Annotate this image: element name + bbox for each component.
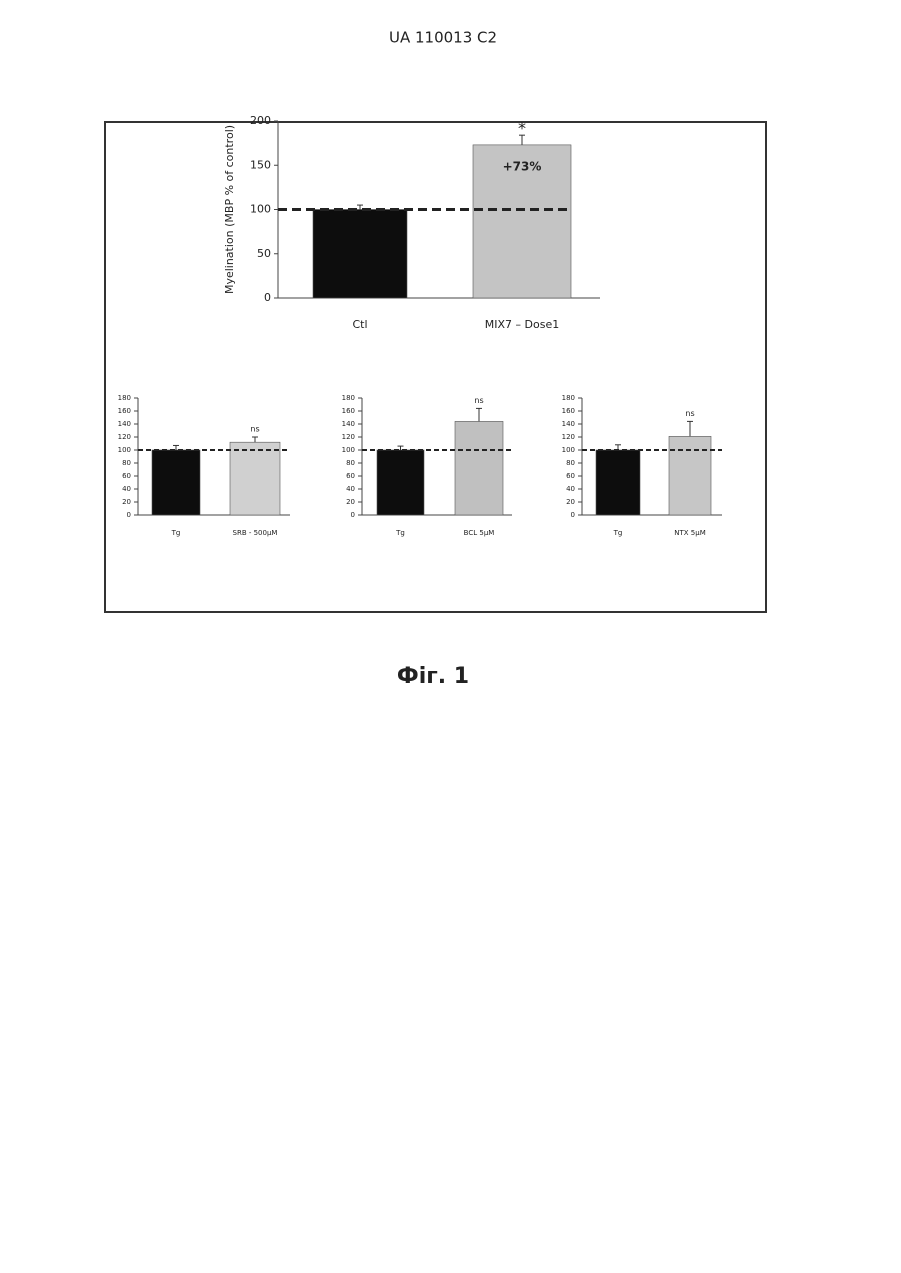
y-tick-label: 0 <box>127 511 131 519</box>
y-tick-label: 160 <box>118 407 131 415</box>
y-tick-label: 140 <box>562 420 575 428</box>
annotation: ns <box>685 409 694 418</box>
y-tick-label: 60 <box>566 472 575 480</box>
x-tick-label: Tg <box>613 529 623 537</box>
y-tick-label: 100 <box>562 446 575 454</box>
bar <box>596 450 640 515</box>
y-axis-label: Myelination (MBP % of control) <box>223 125 236 294</box>
annotation: +73% <box>503 159 542 173</box>
x-tick-label: BCL 5µM <box>464 529 495 537</box>
bar <box>152 450 200 515</box>
bar <box>313 210 407 299</box>
y-tick-label: 180 <box>562 394 575 402</box>
x-tick-label: SRB - 500µM <box>233 529 278 537</box>
bar <box>669 436 711 515</box>
y-tick-label: 0 <box>264 291 271 304</box>
y-tick-label: 40 <box>122 485 131 493</box>
y-tick-label: 80 <box>122 459 131 467</box>
y-tick-label: 40 <box>346 485 355 493</box>
header: UA 110013 C2 <box>389 29 497 47</box>
y-tick-label: 150 <box>250 158 271 171</box>
y-tick-label: 40 <box>566 485 575 493</box>
figure-frame <box>105 122 766 612</box>
y-tick-label: 60 <box>122 472 131 480</box>
y-tick-label: 160 <box>562 407 575 415</box>
y-tick-label: 0 <box>571 511 575 519</box>
x-tick-label: MIX7 – Dose1 <box>485 318 559 331</box>
caption: Фіг. 1 <box>397 664 469 689</box>
y-tick-label: 120 <box>562 433 575 441</box>
x-tick-label: Tg <box>171 529 181 537</box>
y-tick-label: 180 <box>342 394 355 402</box>
x-tick-label: NTX 5µM <box>674 529 705 537</box>
y-tick-label: 140 <box>118 420 131 428</box>
y-tick-label: 0 <box>351 511 355 519</box>
y-tick-label: 100 <box>250 203 271 216</box>
y-tick-label: 160 <box>342 407 355 415</box>
y-tick-label: 140 <box>342 420 355 428</box>
y-tick-label: 50 <box>257 247 271 260</box>
annotation: ns <box>250 425 259 434</box>
bar <box>455 421 503 515</box>
x-tick-label: Tg <box>395 529 405 537</box>
annotation: * <box>518 119 526 138</box>
y-tick-label: 100 <box>118 446 131 454</box>
y-tick-label: 20 <box>566 498 575 506</box>
y-tick-label: 120 <box>118 433 131 441</box>
y-tick-label: 20 <box>122 498 131 506</box>
y-tick-label: 20 <box>346 498 355 506</box>
y-tick-label: 80 <box>346 459 355 467</box>
y-tick-label: 60 <box>346 472 355 480</box>
y-tick-label: 80 <box>566 459 575 467</box>
page: UA 110013 C2 Фіг. 1 050100150200Myelinat… <box>0 0 901 1273</box>
y-tick-label: 200 <box>250 114 271 127</box>
y-tick-label: 180 <box>118 394 131 402</box>
bar <box>230 442 280 515</box>
bar <box>377 450 424 515</box>
y-tick-label: 120 <box>342 433 355 441</box>
x-tick-label: Ctl <box>352 318 367 331</box>
annotation: ns <box>474 396 483 405</box>
y-tick-label: 100 <box>342 446 355 454</box>
